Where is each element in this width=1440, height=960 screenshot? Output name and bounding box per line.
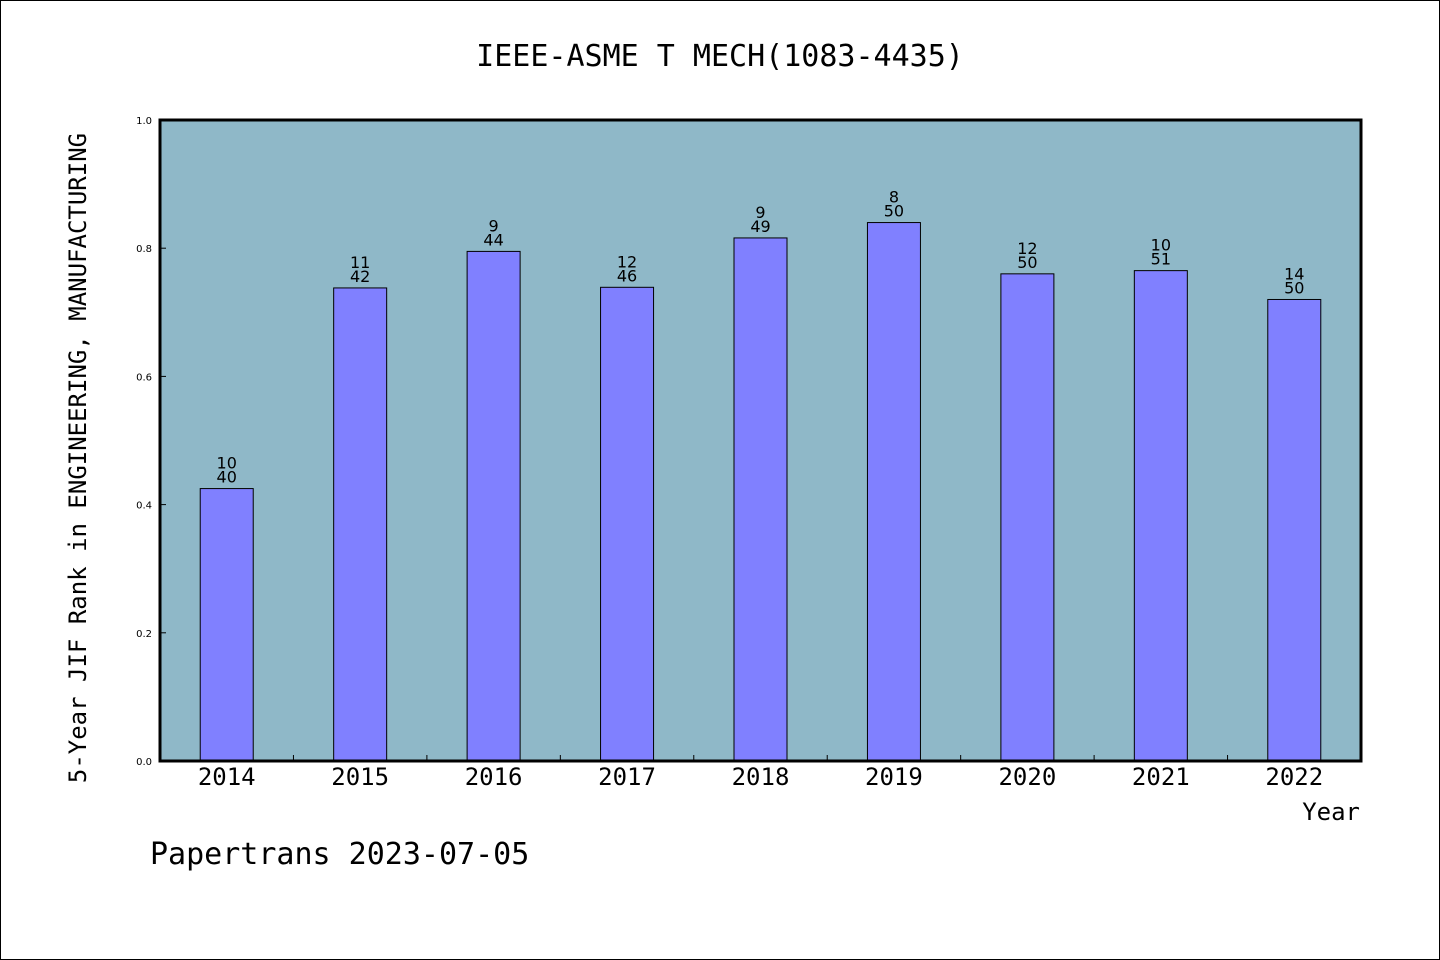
x-tick-label: 2014 <box>198 763 256 791</box>
y-tick-label: 0.4 <box>136 501 152 512</box>
bar-rank-label: 11 <box>350 253 370 272</box>
x-tick-label: 2017 <box>598 763 656 791</box>
bar-2015 <box>333 287 388 762</box>
bar-total-label: 46 <box>617 266 637 285</box>
y-tick-label: 1.0 <box>136 116 152 127</box>
bar-rank-label: 12 <box>617 252 637 271</box>
bar-2014 <box>199 488 254 762</box>
bar-total-label: 40 <box>217 468 237 487</box>
bar-total-label: 50 <box>884 202 904 221</box>
bar-total-label: 51 <box>1151 250 1171 269</box>
bar-total-label: 50 <box>1017 253 1037 272</box>
bar-rank-label: 10 <box>1151 236 1171 255</box>
bar-rank-label: 10 <box>217 454 237 473</box>
y-tick-label: 0.8 <box>136 244 152 255</box>
bar-total-label: 49 <box>750 217 770 236</box>
bar-rank-label: 14 <box>1284 264 1304 283</box>
y-tick-label: 0.0 <box>136 757 152 768</box>
bar-2022 <box>1267 298 1322 762</box>
x-tick-label: 2015 <box>331 763 389 791</box>
x-tick-label: 2020 <box>998 763 1056 791</box>
bar-rank-label: 12 <box>1017 239 1037 258</box>
plot-border <box>158 118 1363 763</box>
bar-2016 <box>466 250 521 762</box>
bar-2018 <box>733 237 788 762</box>
bar-total-label: 44 <box>483 230 503 249</box>
bar-rank-label: 9 <box>755 203 765 222</box>
chart-title: IEEE-ASME T MECH(1083-4435) <box>476 39 964 74</box>
x-tick-label: 2019 <box>865 763 923 791</box>
y-tick-label: 0.6 <box>136 372 152 383</box>
bar-total-label: 50 <box>1284 278 1304 297</box>
bar-2019 <box>866 222 921 762</box>
x-tick-label: 2016 <box>465 763 523 791</box>
bar-rank-label: 8 <box>889 188 899 207</box>
bar-2017 <box>600 286 655 762</box>
footer-text: Papertrans 2023-07-05 <box>150 837 529 872</box>
bar-2020 <box>1000 273 1055 762</box>
bar-rank-label: 9 <box>489 216 499 235</box>
y-tick-label: 0.2 <box>136 629 152 640</box>
bar-total-label: 42 <box>350 267 370 286</box>
x-tick-label: 2022 <box>1265 763 1323 791</box>
x-tick-label: 2018 <box>732 763 790 791</box>
x-axis-label: Year <box>1302 798 1360 826</box>
bar-2021 <box>1133 270 1188 762</box>
y-axis-label: 5-Year JIF Rank in ENGINEERING, MANUFACT… <box>64 133 92 783</box>
x-tick-label: 2021 <box>1132 763 1190 791</box>
